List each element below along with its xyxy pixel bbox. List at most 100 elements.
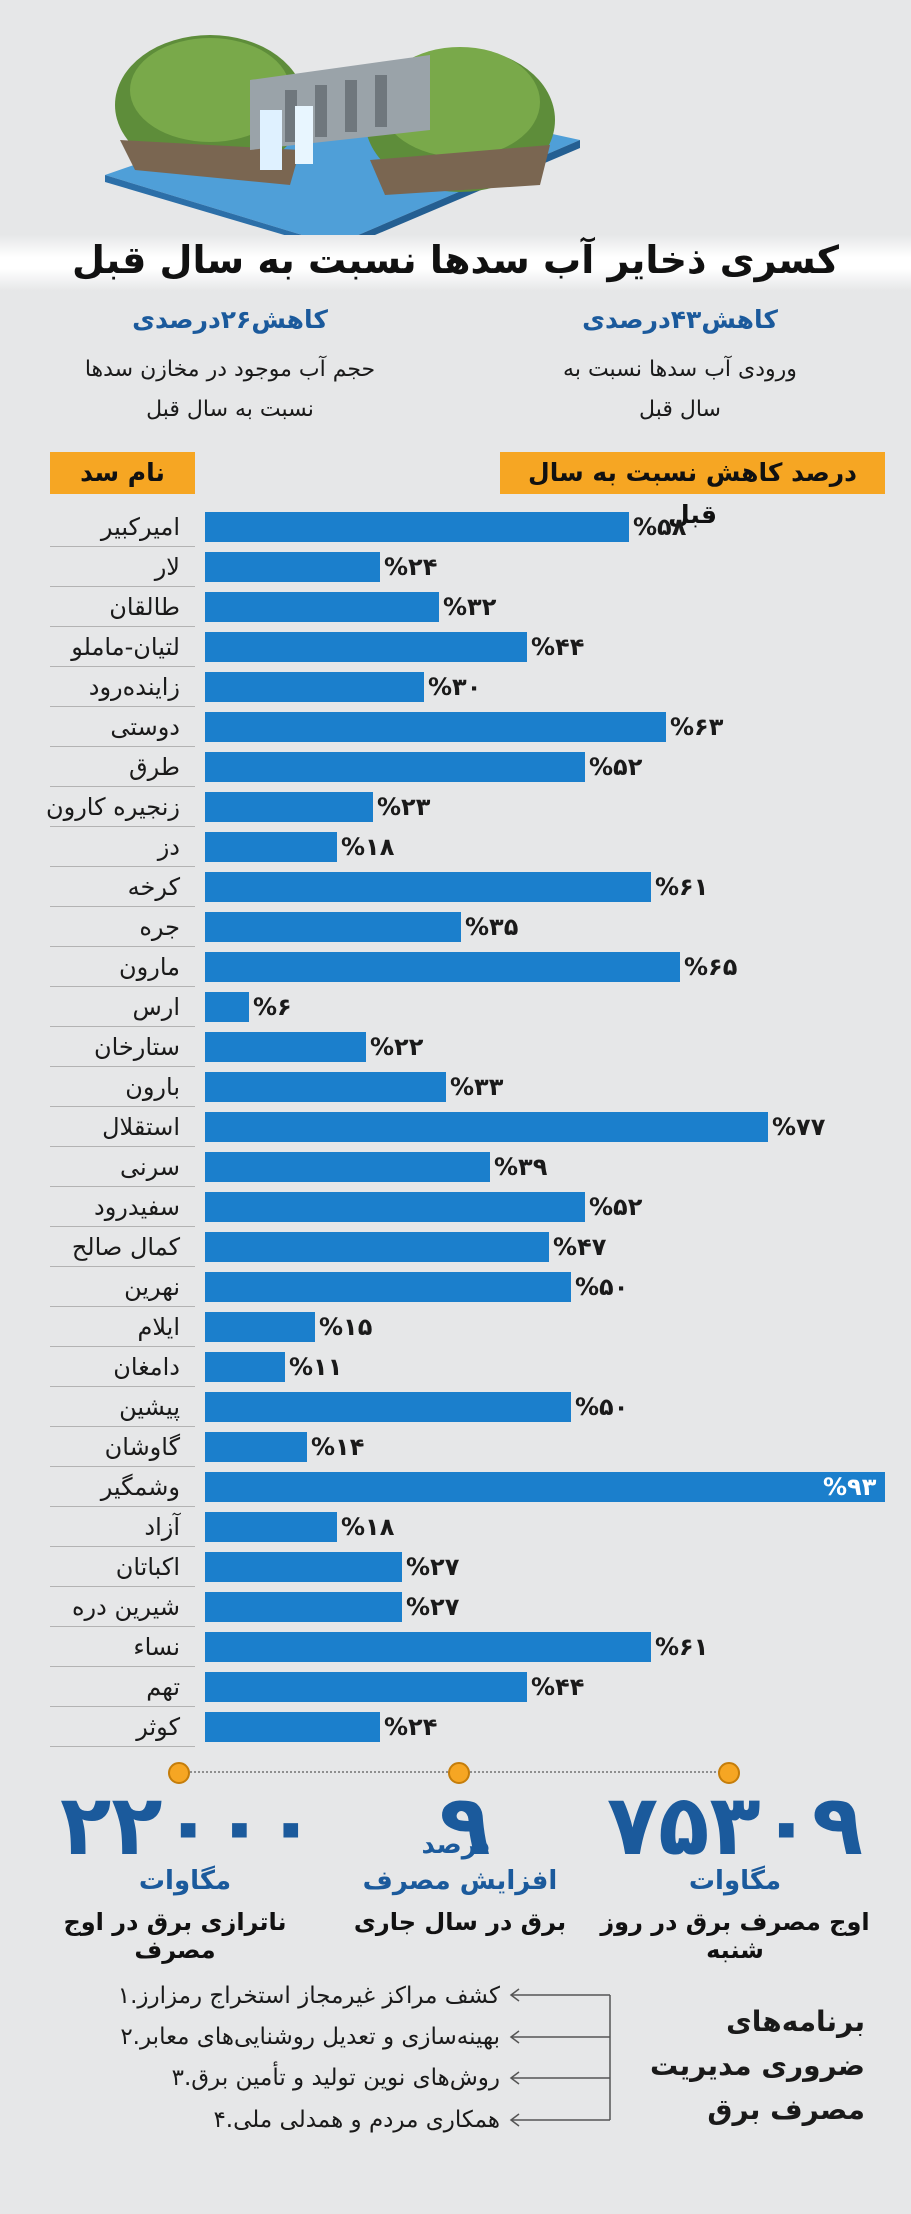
- fact-increase-label: افزایش مصرف: [362, 1866, 558, 1896]
- dam-bar-value-label: %۳۳: [450, 1073, 504, 1101]
- row-separator: [50, 1346, 195, 1347]
- row-separator: [50, 906, 195, 907]
- dam-illustration: [105, 35, 580, 240]
- dam-bar: [205, 1672, 527, 1702]
- dam-bar: [205, 872, 651, 902]
- dam-name-label: دامغان: [113, 1353, 180, 1381]
- dam-name-label: سفیدرود: [94, 1193, 180, 1221]
- dam-bar: [205, 1032, 366, 1062]
- dam-bar: [205, 992, 249, 1022]
- page-title: کسری ذخایر آب سدها نسبت به سال قبل: [72, 238, 839, 282]
- row-separator: [50, 746, 195, 747]
- dam-name-label: زنجیره کارون: [46, 793, 180, 821]
- dam-name-label: شیرین دره: [71, 1593, 180, 1621]
- dam-name-label: وشمگیر: [100, 1473, 180, 1501]
- dam-bar-value-label: %۱۸: [341, 833, 395, 861]
- row-separator: [50, 1026, 195, 1027]
- fact-peak-number: ۷۵۳۰۹: [606, 1776, 864, 1874]
- dam-bar-value-label: %۱۸: [341, 1513, 395, 1541]
- row-separator: [50, 986, 195, 987]
- dam-bar: [205, 1592, 402, 1622]
- fact-dot-2: [448, 1762, 470, 1784]
- dam-bar: [205, 1392, 571, 1422]
- programs-heading: برنامه‌های ضروری مدیریت مصرف برق: [640, 2000, 865, 2132]
- dam-name-label: کوثر: [136, 1713, 180, 1741]
- dam-bar: [205, 1352, 285, 1382]
- name-column-tag: نام سد: [50, 452, 195, 494]
- fact-imbalance-description: ناترازی برق در اوج مصرف: [63, 1908, 287, 1964]
- fact-peak-description: اوج مصرف برق در روز شنبه: [600, 1908, 870, 1964]
- dam-bar: [205, 592, 439, 622]
- row-separator: [50, 866, 195, 867]
- row-separator: [50, 1106, 195, 1107]
- row-separator: [50, 1066, 195, 1067]
- dam-bar: [205, 912, 461, 942]
- row-separator: [50, 1186, 195, 1187]
- row-separator: [50, 1586, 195, 1587]
- fact-imbalance-unit: مگاوات: [138, 1866, 232, 1896]
- row-separator: [50, 1706, 195, 1707]
- dam-bar: [205, 552, 380, 582]
- row-separator: [50, 826, 195, 827]
- dam-bar: [205, 1272, 571, 1302]
- fact-peak-unit: مگاوات: [688, 1866, 782, 1896]
- dam-bar-value-label: %۲۷: [406, 1553, 460, 1581]
- row-separator: [50, 1226, 195, 1227]
- dam-name-label: امیرکبیر: [100, 513, 180, 541]
- dam-bar-value-label: %۵۰: [575, 1393, 629, 1421]
- stat-inflow-line-1: ورودی آب سدها نسبت به: [563, 357, 797, 382]
- dam-name-label: مارون: [119, 953, 180, 981]
- dam-bar: [205, 1312, 315, 1342]
- dam-bar-value-label: %۱۱: [289, 1353, 343, 1381]
- programs-heading-line-1: برنامه‌های: [726, 2005, 865, 2038]
- dam-bar: [205, 672, 424, 702]
- dam-bar-value-label: %۶۱: [655, 1633, 709, 1661]
- dam-bar-value-label: %۲۷: [406, 1593, 460, 1621]
- dam-bar: [205, 1192, 585, 1222]
- dam-bar: [205, 1152, 490, 1182]
- dam-name-label: دز: [157, 833, 180, 861]
- dam-bar: [205, 1552, 402, 1582]
- dam-bar: [205, 792, 373, 822]
- stat-storage-heading: کاهش۲۶درصدی: [132, 305, 328, 334]
- dam-name-label: ستارخان: [93, 1033, 180, 1061]
- fact-increase-number: ۹: [439, 1776, 491, 1874]
- fact-dot-3: [168, 1762, 190, 1784]
- dam-bar: [205, 1512, 337, 1542]
- fact-increase-unit: درصد: [421, 1830, 490, 1860]
- dam-bar: [205, 1112, 768, 1142]
- dam-bar-value-label: %۳۹: [494, 1153, 548, 1181]
- row-separator: [50, 666, 195, 667]
- stat-inflow-description: ورودی آب سدها نسبت به سال قبل: [500, 350, 860, 430]
- dam-bar: [205, 832, 337, 862]
- dam-bar-value-label: %۳۰: [428, 673, 482, 701]
- dam-name-label: طالقان: [109, 593, 180, 621]
- dam-bar-value-label: %۲۴: [384, 553, 438, 581]
- dam-bar: [205, 952, 680, 982]
- dam-bar-value-label: %۱۵: [319, 1313, 373, 1341]
- dam-bar-value-label: %۲۳: [377, 793, 431, 821]
- dam-bar: [205, 632, 527, 662]
- stat-storage-description: حجم آب موجود در مخازن سدها نسبت به سال ق…: [30, 350, 430, 430]
- row-separator: [50, 1266, 195, 1267]
- stat-storage-line-1: حجم آب موجود در مخازن سدها: [84, 357, 376, 382]
- program-item-2: ۲.بهینه‌سازی و تعدیل روشنایی‌های معابر: [120, 2024, 500, 2050]
- dam-name-label: سرنی: [119, 1153, 180, 1181]
- dam-bar-value-label: %۶۱: [655, 873, 709, 901]
- dam-bar: [205, 712, 666, 742]
- dam-bar: [205, 512, 629, 542]
- row-separator: [50, 1146, 195, 1147]
- dam-name-label: طرق: [129, 753, 180, 781]
- program-item-1: ۱.کشف مراکز غیرمجاز استخراج رمزارز: [117, 1983, 500, 2009]
- dam-bar-value-label: %۲۴: [384, 1713, 438, 1741]
- fact-increase-description: برق در سال جاری: [353, 1908, 567, 1936]
- dam-bar-value-label: %۲۲: [370, 1033, 424, 1061]
- row-separator: [50, 1746, 195, 1747]
- dam-bar-value-label: %۳۲: [443, 593, 497, 621]
- dam-bar-value-label: %۳۵: [465, 913, 519, 941]
- percent-column-tag: درصد کاهش نسبت به سال قبل: [500, 452, 885, 529]
- dam-name-label: نهرین: [124, 1273, 180, 1301]
- fact-dot-1: [718, 1762, 740, 1784]
- title-band: [0, 235, 911, 291]
- programs-bracket: [509, 1988, 611, 2127]
